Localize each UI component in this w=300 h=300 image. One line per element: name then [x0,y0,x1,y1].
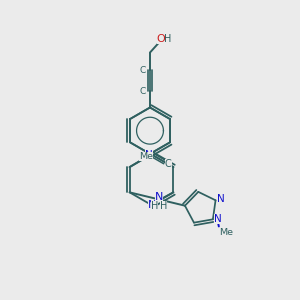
Text: H: H [164,34,172,44]
Text: N: N [214,214,222,224]
Text: C: C [165,159,172,169]
Text: H: H [151,201,158,211]
Text: C: C [140,66,146,75]
Text: N: N [148,200,156,210]
Text: N: N [145,150,153,161]
Text: O: O [157,34,165,44]
Text: Me: Me [139,152,153,161]
Text: N: N [217,194,225,204]
Text: C: C [140,87,146,96]
Text: H: H [160,201,167,211]
Text: Me: Me [219,228,233,237]
Text: N: N [155,192,163,202]
